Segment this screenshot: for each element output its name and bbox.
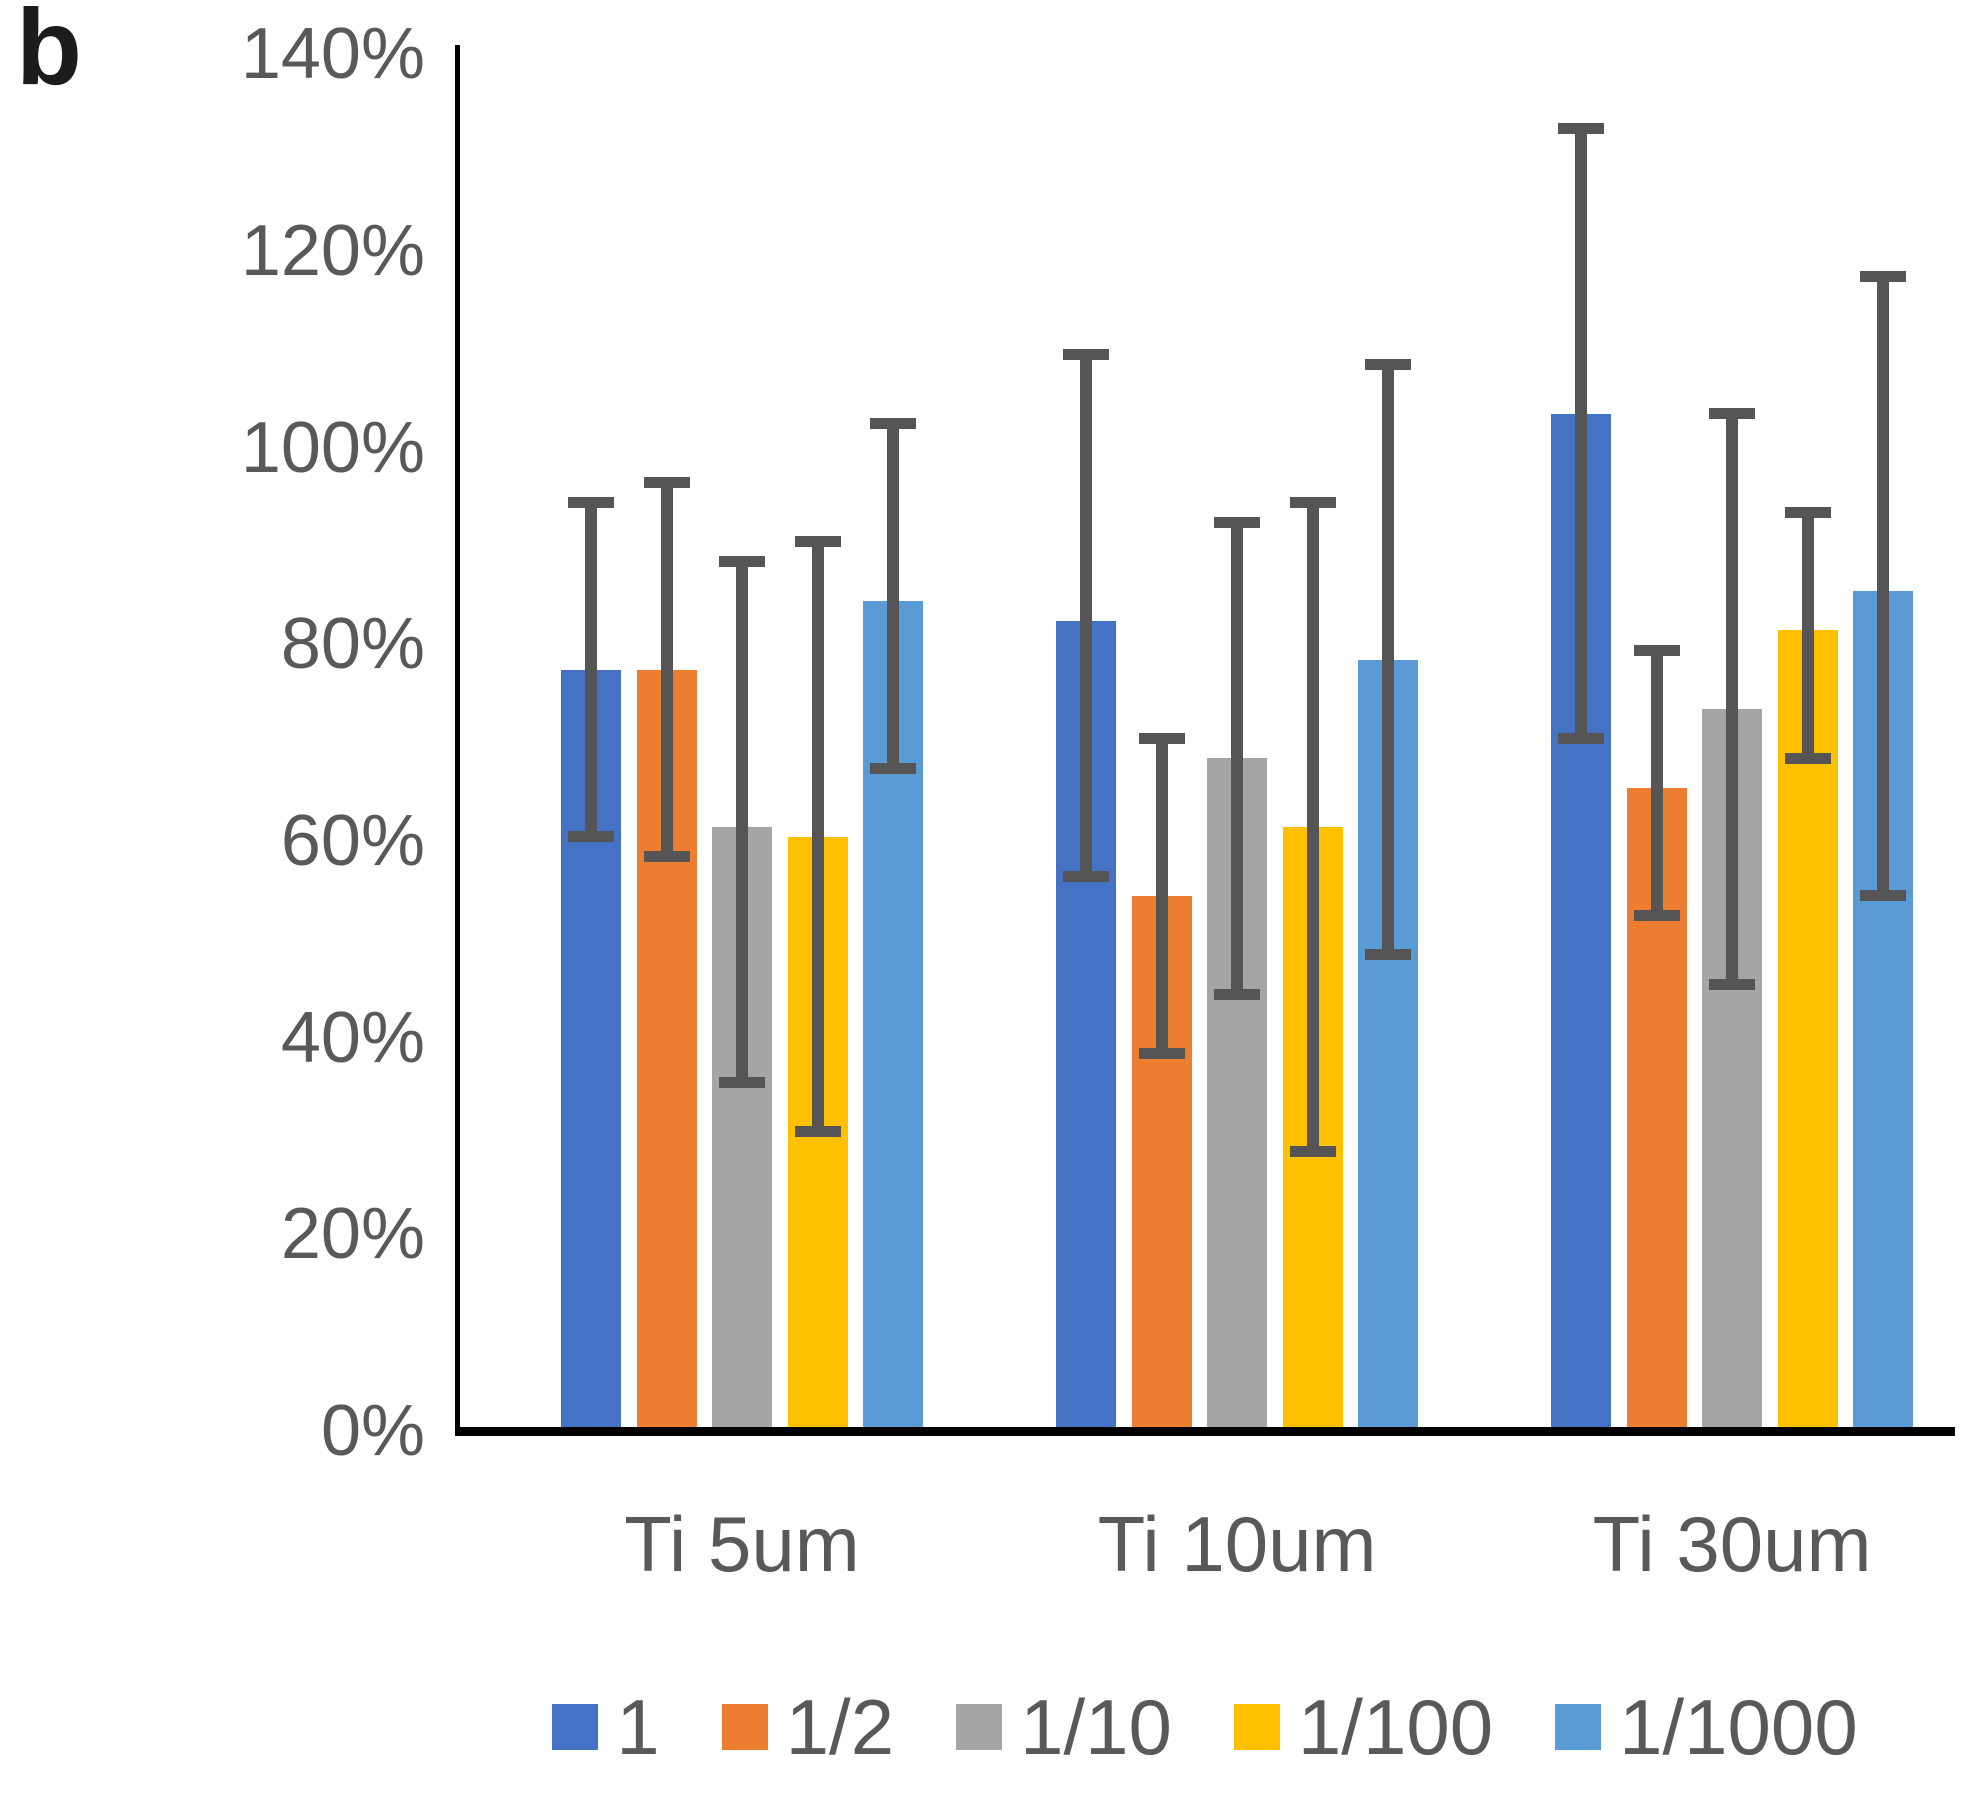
error-bar-line (1080, 354, 1092, 877)
y-axis-tick-label: 120% (240, 210, 425, 291)
error-bar-cap-bottom (1860, 890, 1906, 902)
legend-label-1-1000: 1/1000 (1619, 1683, 1858, 1771)
y-axis-tick-label: 80% (280, 604, 425, 685)
error-bar-cap-bottom (1633, 910, 1680, 922)
error-bar-cap-top (1784, 506, 1831, 518)
error-bar-cap-bottom (870, 762, 916, 774)
x-axis-label-Ti-30um: Ti 30um (1592, 1500, 1872, 1588)
error-bar-cap-bottom (794, 1126, 841, 1138)
error-bar-cap-top (1289, 497, 1336, 508)
legend-item-1-100: 1/100 (1233, 1683, 1494, 1771)
error-bar-cap-bottom (719, 1077, 765, 1089)
legend-item-1-10: 1/10 (956, 1688, 1172, 1766)
y-axis-tick-label: 40% (280, 997, 425, 1078)
legend-swatch-1 (552, 1704, 599, 1750)
y-axis-tick-label: 60% (280, 800, 425, 881)
panel-letter-label: b (16, 0, 82, 107)
legend-item-1: 1 (552, 1683, 660, 1771)
error-bar-cap-bottom (1784, 752, 1831, 764)
error-bar-cap-top (870, 418, 916, 430)
error-bar-line (1650, 650, 1663, 916)
legend-label-1-10: 1/10 (1020, 1683, 1172, 1771)
y-axis-tick-label: 140% (240, 14, 425, 95)
legend-label-1-2: 1/2 (785, 1683, 895, 1771)
legend-swatch-1-100 (1233, 1704, 1280, 1750)
error-bar-cap-bottom (1365, 949, 1411, 961)
legend-item-1-1000: 1/1000 (1555, 1688, 1858, 1766)
legend-swatch-1-1000 (1555, 1704, 1602, 1750)
error-bar-line (1726, 413, 1738, 985)
error-bar-line (1382, 364, 1394, 955)
legend-swatch-1-2 (721, 1704, 768, 1750)
error-bar-line (1877, 276, 1889, 896)
error-bar-line (1155, 738, 1168, 1054)
error-bar-line (811, 541, 824, 1132)
y-axis-tick-label: 0% (320, 1391, 425, 1471)
chart-legend: 1 1/2 1/10 1/100 1/1000 (455, 1688, 1955, 1766)
legend-label-1: 1 (616, 1683, 660, 1771)
y-axis-tick-label: 20% (280, 1194, 425, 1275)
error-bar-line (1575, 128, 1587, 739)
error-bar-cap-bottom (1709, 978, 1755, 990)
legend-item-1-2: 1/2 (721, 1683, 895, 1771)
error-bar-cap-bottom (1558, 733, 1604, 745)
error-bar-cap-top (1860, 270, 1906, 282)
x-axis-line (455, 1427, 1955, 1436)
error-bar-cap-bottom (568, 831, 614, 843)
error-bar-cap-top (643, 477, 690, 489)
error-bar-cap-top (1365, 359, 1411, 371)
error-bar-line (1231, 522, 1243, 995)
error-bar-line (1801, 512, 1814, 759)
error-bar-line (585, 502, 597, 837)
error-bar-cap-bottom (1138, 1047, 1185, 1059)
error-bar-cap-top (1063, 349, 1109, 361)
x-axis-label-Ti-10um: Ti 10um (1097, 1500, 1377, 1588)
error-bar-line (660, 482, 673, 857)
error-bar-cap-top (1214, 516, 1260, 528)
error-bar-cap-top (1633, 644, 1680, 656)
error-bar-cap-bottom (643, 851, 690, 863)
error-bar-line (1306, 502, 1319, 1152)
error-bar-cap-top (1138, 733, 1185, 745)
error-bar-line (736, 561, 748, 1083)
error-bar-cap-bottom (1214, 988, 1260, 1000)
error-bar-cap-top (719, 556, 765, 568)
error-bar-cap-top (794, 536, 841, 548)
error-bar-cap-top (1558, 123, 1604, 135)
error-bar-cap-top (568, 497, 614, 508)
error-bar-cap-bottom (1063, 870, 1109, 882)
error-bar-line (887, 423, 899, 769)
y-axis-line (455, 45, 460, 1436)
error-bar-cap-top (1709, 408, 1755, 420)
y-axis-tick-label: 100% (240, 407, 425, 488)
error-bar-cap-bottom (1289, 1146, 1336, 1158)
legend-label-1-100: 1/100 (1297, 1683, 1494, 1771)
x-axis-label-Ti-5um: Ti 5um (624, 1500, 860, 1588)
legend-swatch-1-10 (956, 1704, 1003, 1750)
